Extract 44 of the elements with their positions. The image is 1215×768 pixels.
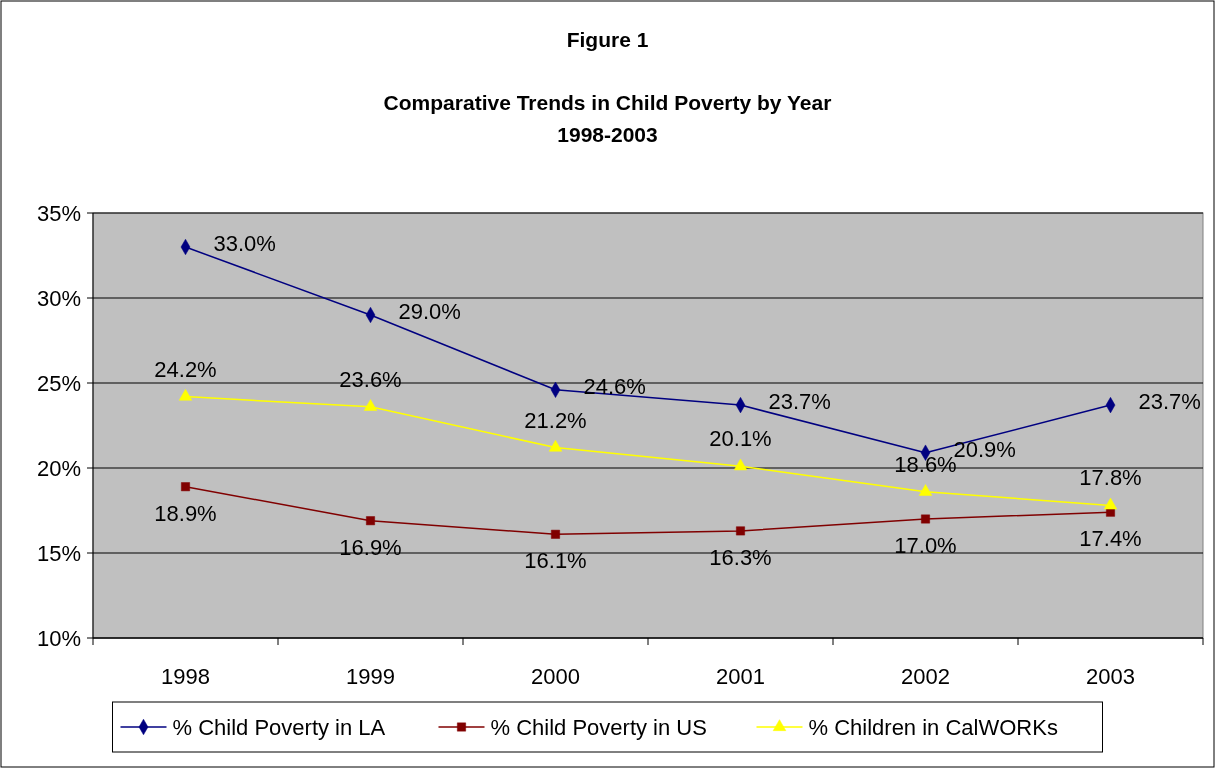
legend-label: % Child Poverty in US [490, 714, 707, 740]
point [181, 482, 190, 492]
x-tick-label: 2002 [901, 664, 950, 689]
x-tick-label: 1998 [161, 664, 210, 689]
y-tick-label: 10% [36, 625, 81, 651]
point [363, 399, 378, 411]
data-label: 16.3% [709, 544, 772, 570]
point [178, 389, 193, 401]
point [548, 440, 563, 452]
y-tick-label: 15% [36, 540, 81, 566]
y-tick-label: 25% [36, 370, 81, 396]
data-label: 24.6% [583, 373, 646, 399]
point [736, 526, 745, 536]
point [551, 529, 560, 539]
x-tick-label: 2000 [531, 664, 580, 689]
data-label: 16.9% [339, 534, 402, 560]
x-tick-label: 1999 [346, 664, 395, 689]
data-label: 24.2% [154, 356, 217, 382]
data-label: 23.7% [768, 389, 831, 415]
data-label: 23.7% [1138, 389, 1201, 415]
y-tick-label: 30% [36, 285, 81, 311]
point [1103, 497, 1118, 510]
y-tick-label: 20% [36, 455, 81, 481]
data-label: 18.9% [154, 500, 217, 526]
data-label: 16.1% [524, 548, 587, 574]
y-tick-label: 35% [36, 200, 81, 226]
data-label: 17.0% [894, 533, 957, 558]
data-label: 20.1% [709, 426, 772, 452]
data-label: 23.6% [339, 366, 402, 392]
legend-label: % Children in CalWORKs [808, 714, 1058, 740]
data-label: 17.8% [1079, 465, 1142, 491]
point [921, 514, 930, 524]
legend-label: % Child Poverty in LA [172, 714, 386, 740]
point [733, 458, 748, 471]
data-label: 17.4% [1079, 526, 1142, 552]
chart-subtitle: Comparative Trends in Child Poverty by Year 1998-2003 [383, 91, 832, 146]
data-label: 21.2% [524, 407, 587, 433]
point [918, 484, 933, 496]
x-tick-label: 2001 [716, 664, 765, 689]
x-tick-label: 2003 [1086, 664, 1135, 689]
point [366, 516, 375, 526]
data-label: 33.0% [213, 231, 276, 256]
data-label: 29.0% [398, 299, 461, 324]
chart-title: Figure 1 [566, 28, 649, 51]
